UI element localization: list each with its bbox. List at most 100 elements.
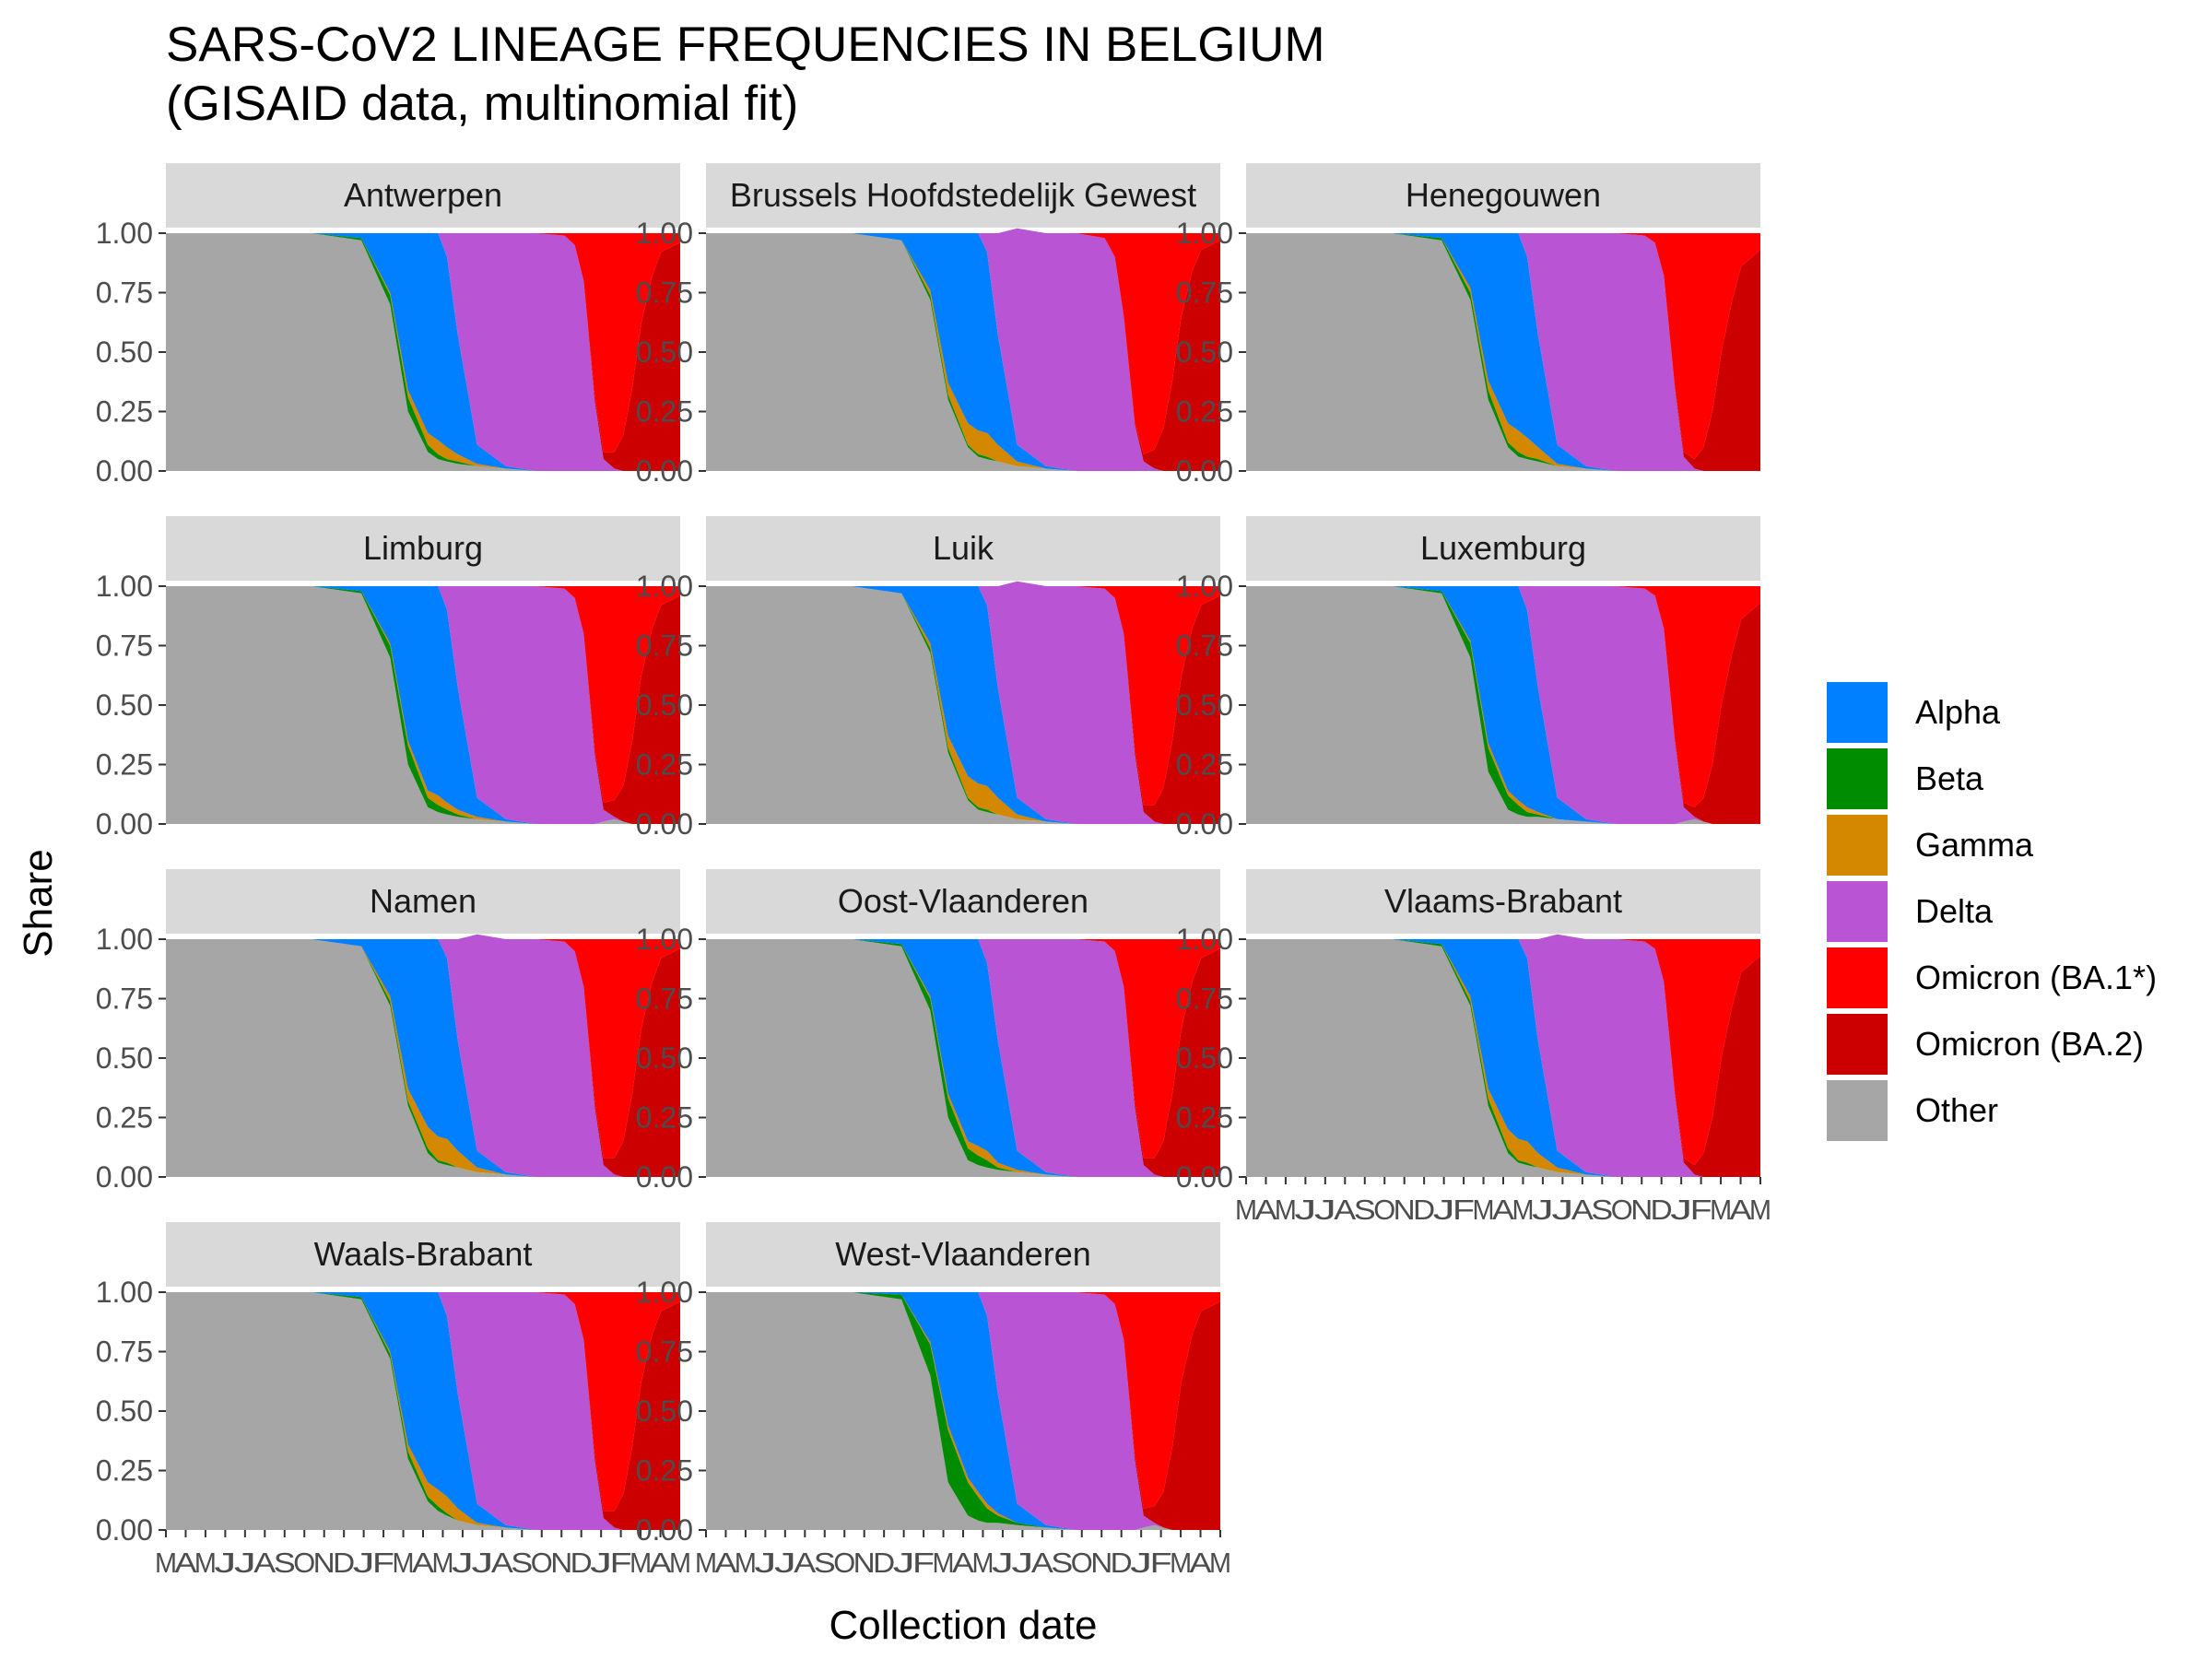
area-gamma	[166, 939, 680, 1177]
y-tick-label: 0.00	[636, 807, 693, 841]
y-tick-label: 0.75	[1176, 276, 1233, 310]
panel-strip-label: Waals-Brabant	[314, 1235, 533, 1273]
x-tick-label: S	[814, 1547, 836, 1579]
chart-title-line-2: (GISAID data, multinomial fit)	[166, 76, 798, 131]
area-alpha	[1246, 939, 1760, 1177]
y-tick-label: 0.00	[96, 807, 153, 841]
x-tick-label: J	[754, 1547, 776, 1579]
x-tick-label: A	[491, 1547, 513, 1579]
x-tick-label: M	[431, 1547, 453, 1579]
y-tick-label: 0.00	[1176, 807, 1233, 841]
y-tick-label: 1.00	[636, 1276, 693, 1309]
x-tick-label: A	[1730, 1194, 1752, 1226]
x-tick-label: S	[511, 1547, 533, 1579]
y-tick-label: 0.25	[1176, 1101, 1233, 1135]
y-tick-label: 1.00	[636, 923, 693, 956]
y-tick-label: 0.00	[636, 1513, 693, 1547]
y-tick-label: 0.50	[1176, 1041, 1233, 1075]
panel-luxemburg: Luxemburg 0.00 0.25 0.50 0.75 1.00	[1176, 516, 1760, 841]
x-tick-label: M	[735, 1547, 757, 1579]
x-tick-label: J	[1433, 1194, 1455, 1226]
x-tick-label: M	[695, 1547, 717, 1579]
y-tick-label: 0.25	[636, 1101, 693, 1135]
x-tick-label: J	[1130, 1547, 1152, 1579]
y-tick-label: 0.00	[1176, 454, 1233, 488]
area-gamma	[166, 1292, 680, 1530]
panel-namen: Namen 0.00 0.25 0.50 0.75 1.00	[96, 869, 680, 1194]
y-tick-label: 1.00	[1176, 570, 1233, 603]
x-tick-label: M	[1473, 1194, 1495, 1226]
area-alpha	[166, 939, 680, 1177]
legend-key-gamma	[1827, 815, 1888, 876]
y-tick-label: 0.50	[96, 688, 153, 722]
y-tick-label: 0.25	[636, 1454, 693, 1488]
y-tick-label: 0.25	[1176, 395, 1233, 429]
area-omicron-ba-1	[166, 233, 680, 453]
area-alpha	[1246, 586, 1760, 824]
x-tick-label: S	[1354, 1194, 1376, 1226]
y-tick-label: 0.75	[96, 982, 153, 1016]
legend-key-beta	[1827, 748, 1888, 809]
area-delta	[706, 228, 1220, 472]
x-tick-label: N	[1630, 1194, 1653, 1226]
y-tick-label: 0.25	[96, 1101, 153, 1135]
panel-strip	[1246, 869, 1760, 934]
y-tick-label: 0.00	[636, 454, 693, 488]
x-tick-label: J	[471, 1547, 493, 1579]
panel-waals-brabant: Waals-Brabant0.000.250.500.751.00MAMJJAS…	[96, 1222, 691, 1579]
legend-label-alpha: Alpha	[1915, 693, 2001, 731]
x-tick-label: J	[214, 1547, 236, 1579]
x-tick-label: J	[590, 1547, 612, 1579]
area-gamma	[706, 233, 1220, 471]
x-tick-label: J	[1314, 1194, 1336, 1226]
area-omicron-ba-2	[166, 934, 680, 1177]
x-tick-label: A	[650, 1547, 672, 1579]
y-tick-label: 0.50	[636, 688, 693, 722]
x-tick-label: A	[1334, 1194, 1356, 1226]
area-delta	[166, 233, 680, 471]
x-tick-label: M	[393, 1547, 415, 1579]
area-omicron-ba-2	[166, 1292, 680, 1530]
y-tick-label: 0.75	[96, 1335, 153, 1369]
area-gamma	[166, 233, 680, 471]
y-tick-label: 0.00	[636, 1160, 693, 1194]
x-tick-label: M	[1512, 1194, 1534, 1226]
y-tick-label: 0.75	[636, 629, 693, 663]
area-omicron-ba-2	[166, 233, 680, 471]
y-tick-label: 0.50	[636, 1394, 693, 1428]
panel-strip-label: Vlaams-Brabant	[1384, 882, 1622, 920]
y-tick-label: 0.75	[96, 276, 153, 310]
x-tick-label: S	[1591, 1194, 1613, 1226]
x-tick-label: O	[833, 1547, 855, 1579]
area-other	[166, 939, 680, 1177]
x-tick-label: F	[610, 1547, 632, 1579]
x-tick-label: M	[1209, 1547, 1231, 1579]
area-omicron-ba-1	[706, 581, 1220, 806]
panel-strip	[1246, 163, 1760, 228]
x-tick-label: A	[1031, 1547, 1053, 1579]
x-tick-label: N	[1090, 1547, 1112, 1579]
panel-strip-label: Henegouwen	[1406, 176, 1601, 214]
panel-strip	[706, 163, 1220, 228]
x-tick-label: D	[571, 1547, 593, 1579]
x-tick-label: N	[853, 1547, 876, 1579]
x-tick-label: A	[412, 1547, 434, 1579]
x-tick-label: D	[873, 1547, 895, 1579]
area-delta	[166, 1292, 680, 1530]
area-alpha	[166, 1292, 680, 1530]
x-tick-label: A	[174, 1547, 196, 1579]
x-tick-label: F	[1690, 1194, 1712, 1226]
legend-key-omicron-ba-1	[1827, 947, 1888, 1008]
area-delta	[706, 1292, 1220, 1530]
legend-key-omicron-ba-2	[1827, 1014, 1888, 1075]
y-tick-label: 0.25	[96, 748, 153, 782]
legend-label-other: Other	[1915, 1091, 1998, 1129]
panel-west-vlaanderen: West-Vlaanderen0.000.250.500.751.00MAMJJ…	[636, 1222, 1231, 1579]
x-tick-label: D	[1651, 1194, 1673, 1226]
y-tick-label: 0.00	[1176, 1160, 1233, 1194]
area-omicron-ba-2	[1246, 233, 1760, 471]
x-tick-label: A	[794, 1547, 816, 1579]
panel-brussels-hoofdstedelijk-gewest: Brussels Hoofdstedelijk Gewest 0.00 0.25 0.…	[636, 163, 1220, 488]
x-tick-label: S	[1051, 1547, 1073, 1579]
